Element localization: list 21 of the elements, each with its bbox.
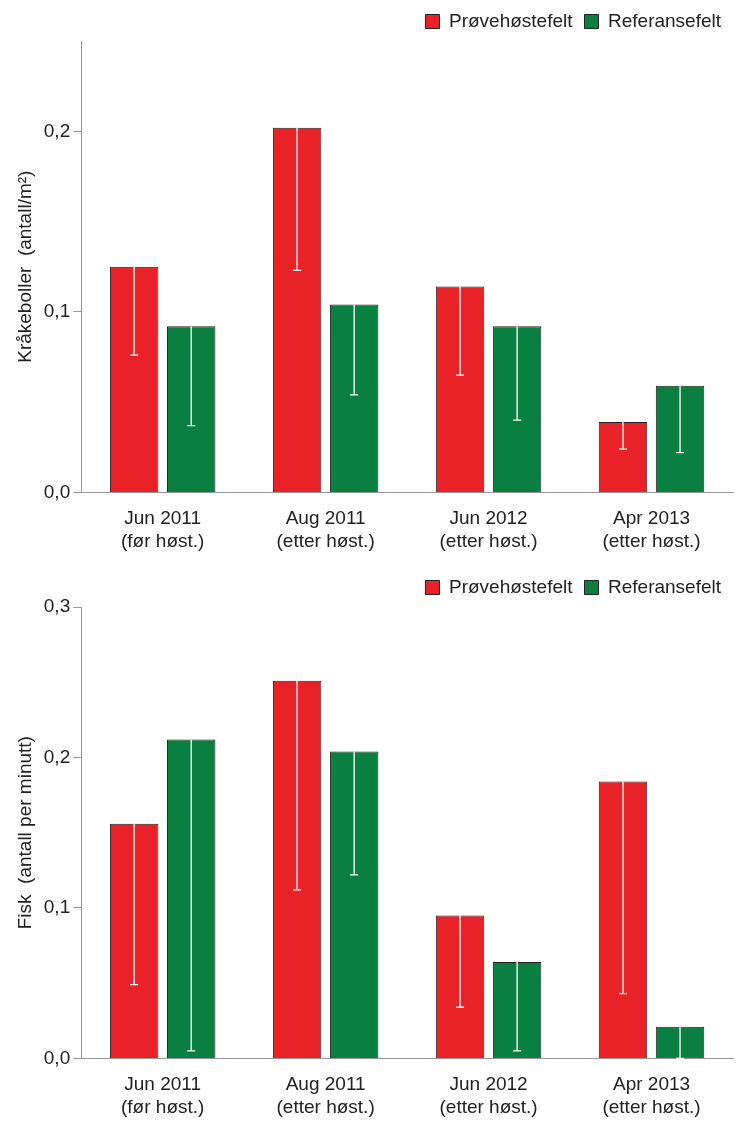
y-tick-label: 0,3 bbox=[43, 595, 71, 617]
x-tick-label: Jun 2011 (før høst.) bbox=[120, 507, 205, 551]
legend-label: Prøvehøstefelt bbox=[448, 9, 574, 31]
x-tick-label: Jun 2011 (før høst.) bbox=[120, 1073, 205, 1117]
x-tick-label: Aug 2011 (etter høst.) bbox=[276, 1073, 375, 1117]
legend-label: Prøvehøstefelt bbox=[448, 575, 574, 597]
x-tick-label: Apr 2013 (etter høst.) bbox=[602, 1073, 701, 1117]
y-tick-label: 0,2 bbox=[43, 745, 71, 767]
y-tick-label: 0,1 bbox=[43, 896, 71, 918]
y-tick-label: 0,0 bbox=[43, 480, 71, 502]
y-tick-label: 0,0 bbox=[43, 1046, 71, 1068]
y-axis-title: Fisk (antall per minutt) bbox=[13, 736, 35, 930]
legend-label: Referansefelt bbox=[607, 575, 722, 597]
x-tick-label: Aug 2011 (etter høst.) bbox=[276, 507, 375, 551]
x-tick-label: Apr 2013 (etter høst.) bbox=[602, 507, 701, 551]
y-axis-title: Kråkeboller (antall/m²) bbox=[13, 170, 35, 363]
y-tick-label: 0,1 bbox=[43, 300, 71, 322]
legend-label: Referansefelt bbox=[607, 9, 722, 31]
x-tick-label: Jun 2012 (etter høst.) bbox=[439, 1073, 538, 1117]
y-tick-label: 0,2 bbox=[43, 119, 71, 141]
x-tick-label: Jun 2012 (etter høst.) bbox=[439, 507, 538, 551]
